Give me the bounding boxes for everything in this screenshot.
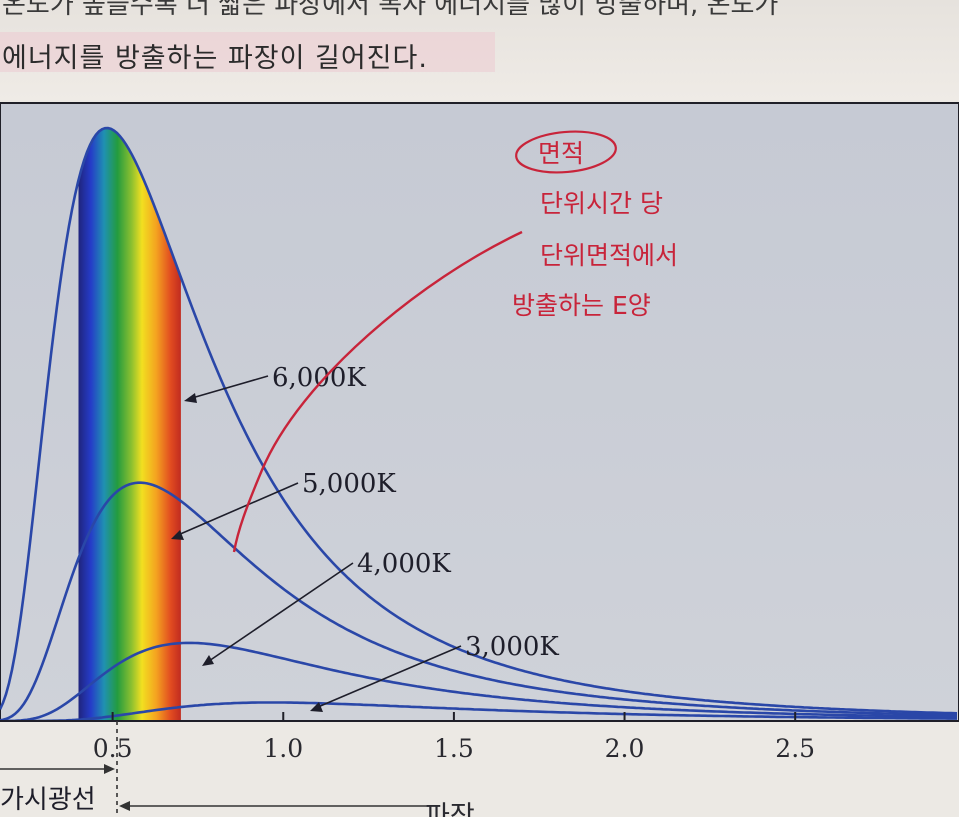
arrow-3000k — [317, 645, 462, 708]
curve-3000k — [0, 701, 957, 721]
handwritten-annotation: 면적 단위시간 당 단위면적에서 방출하는 E양 — [232, 130, 678, 553]
arrow-6000k — [191, 375, 269, 399]
arrow-4000k — [208, 562, 354, 662]
annotation-line-1: 단위시간 당 — [540, 189, 663, 218]
x-ticks-group: 0.5 1.0 1.5 2.0 2.5 — [93, 712, 815, 763]
label-6000k: 6,000K — [272, 363, 366, 393]
page-text-area: 온도가 높을수록 더 짧은 파장에서 복사 에너지를 많이 방출하며, 온도가 … — [0, 0, 959, 100]
arrowhead-3000k — [310, 702, 323, 712]
annotation-circle — [515, 130, 617, 174]
label-5000k: 5,000K — [302, 469, 396, 499]
infrared-arrowhead — [119, 801, 130, 811]
annotation-circled-word: 면적 — [538, 139, 584, 168]
label-4000k: 4,000K — [357, 549, 451, 579]
visible-spectrum-band — [78, 128, 181, 721]
text-highlight — [0, 32, 495, 72]
arrowhead-6000k — [184, 393, 197, 403]
x-tick-label-2.5: 2.5 — [775, 734, 815, 763]
label-4000k-group: 4,000K — [202, 549, 451, 666]
x-axis-label: 파장 — [425, 801, 475, 817]
annotation-pointer-stroke — [232, 230, 523, 553]
label-6000k-group: 6,000K — [184, 363, 366, 403]
arrowhead-5000k — [171, 530, 184, 540]
visible-range-arrowhead — [104, 764, 115, 774]
curves-group — [0, 126, 958, 721]
curve-5000k — [0, 481, 958, 721]
curve-4000k — [0, 641, 957, 721]
annotation-line-3: 방출하는 E양 — [512, 291, 651, 320]
x-tick-label-1.5: 1.5 — [434, 734, 474, 763]
label-3000k: 3,000K — [465, 632, 559, 662]
body-text-line: 에너지를 방출하는 파장이 길어진다. — [2, 43, 428, 74]
annotation-line-2: 단위면적에서 — [540, 241, 678, 270]
cut-off-text-line: 온도가 높을수록 더 짧은 파장에서 복사 에너지를 많이 방출하며, 온도가 — [2, 0, 779, 20]
arrow-5000k — [177, 482, 299, 536]
x-tick-label-0.5: 0.5 — [93, 734, 133, 763]
curve-6000k — [0, 126, 958, 715]
x-tick-label-1.0: 1.0 — [263, 734, 303, 763]
label-3000k-group: 3,000K — [310, 632, 559, 712]
label-5000k-group: 5,000K — [171, 469, 396, 540]
x-tick-label-2.0: 2.0 — [605, 734, 645, 763]
arrowhead-4000k — [202, 655, 214, 666]
visible-light-label: 가시광선 — [0, 785, 96, 815]
